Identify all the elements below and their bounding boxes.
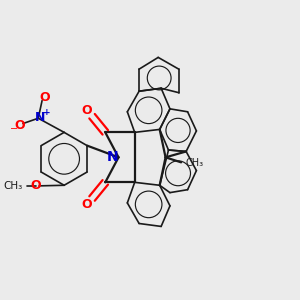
Text: −: − <box>10 124 18 134</box>
Text: N: N <box>34 111 45 124</box>
Text: O: O <box>15 119 25 132</box>
Text: N: N <box>107 150 118 164</box>
Text: +: + <box>43 109 51 118</box>
Text: O: O <box>30 179 41 192</box>
Text: O: O <box>82 198 92 211</box>
Text: CH₃: CH₃ <box>4 181 23 191</box>
Text: O: O <box>82 104 92 117</box>
Text: CH₃: CH₃ <box>185 158 204 168</box>
Text: O: O <box>39 91 50 104</box>
